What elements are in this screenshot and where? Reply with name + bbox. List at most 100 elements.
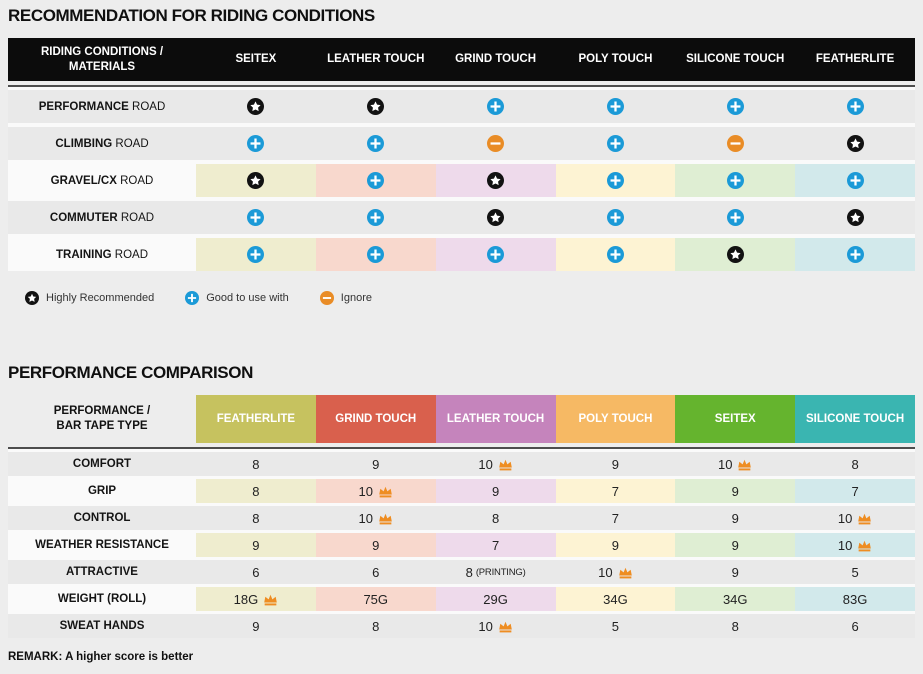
crown-icon <box>857 513 872 525</box>
score-value: 8 <box>465 564 473 580</box>
legend-item: Good to use with <box>185 291 289 305</box>
comparison-table-rows: COMFORT 8 9 10 9 10 8 GRIP 8 10 9 7 9 7 CONTROL 8 10 8 7 9 1… <box>8 449 915 638</box>
rating-cell <box>555 164 676 197</box>
score-cell: 9 <box>196 533 316 557</box>
riding-table: RIDING CONDITIONS / MATERIALS SEITEX LEAT… <box>8 38 915 271</box>
rating-cell <box>196 164 316 197</box>
score-cell: 18G <box>196 587 316 611</box>
star-icon <box>846 209 864 226</box>
score-value: 7 <box>611 483 620 499</box>
plus-icon <box>367 135 385 152</box>
row-label: GRAVEL/CX ROAD <box>8 164 196 197</box>
score-cell: 8 <box>196 479 316 503</box>
row-label: ATTRACTIVE <box>8 560 196 584</box>
legend-label: Ignore <box>340 292 372 304</box>
comparison-table-header: PERFORMANCE / BAR TAPE TYPE FEATHERLITE G… <box>8 395 915 443</box>
plus-icon <box>367 209 385 226</box>
score-value: 18G <box>233 591 259 607</box>
rating-cell <box>435 238 556 271</box>
table-row: GRIP 8 10 9 7 9 7 <box>8 479 915 503</box>
remark: REMARK: A higher score is better <box>8 651 194 663</box>
score-cell: 6 <box>196 560 316 584</box>
performance-section: PERFORMANCE COMPARISON PERFORMANCE / BAR… <box>8 363 915 663</box>
score-value: 10 <box>478 456 493 472</box>
score-cell: 34G <box>555 587 676 611</box>
score-value: 9 <box>252 618 260 634</box>
column-header: FEATHERLITE <box>815 53 895 66</box>
row-label: PERFORMANCE ROAD <box>8 90 196 123</box>
score-cell: 8 <box>196 452 316 476</box>
plus-icon <box>726 98 744 115</box>
plus-icon <box>606 246 624 263</box>
plus-icon <box>247 246 265 263</box>
rating-cell <box>675 238 796 271</box>
row-label: COMMUTER ROAD <box>8 201 196 234</box>
score-value: 5 <box>611 618 620 634</box>
score-value: 8 <box>252 456 260 472</box>
score-cell: 9 <box>315 533 436 557</box>
plus-icon <box>367 246 385 263</box>
table-row: COMMUTER ROAD <box>8 201 915 234</box>
header-separator <box>8 447 915 449</box>
rating-cell <box>555 90 676 123</box>
plus-icon <box>487 246 505 263</box>
column-header: SEITEX <box>675 395 796 443</box>
star-icon <box>247 98 265 115</box>
score-value: 8 <box>372 618 380 634</box>
score-value: 8 <box>731 618 739 634</box>
corner-header: PERFORMANCE / BAR TAPE TYPE <box>53 405 151 432</box>
score-cell: 7 <box>555 479 676 503</box>
rating-cell <box>315 90 436 123</box>
score-value: 6 <box>851 618 859 634</box>
row-label: GRIP <box>8 479 196 503</box>
recommendation-section: RECOMMENDATION FOR RIDING CONDITIONS RID… <box>8 6 915 305</box>
score-cell: 8 <box>435 506 556 530</box>
score-cell: 8 <box>196 506 316 530</box>
legend-item: Ignore <box>319 291 372 305</box>
rating-cell <box>675 201 796 234</box>
crown-icon <box>263 594 278 606</box>
score-cell: 6 <box>315 560 436 584</box>
rating-cell <box>675 127 796 160</box>
row-label: TRAINING ROAD <box>8 238 196 271</box>
score-cell: 10 <box>315 479 436 503</box>
score-cell: 8 <box>795 452 915 476</box>
legend-item: Highly Recommended <box>25 291 154 305</box>
crown-icon <box>378 486 393 498</box>
star-icon <box>487 172 505 189</box>
minus-icon <box>487 135 505 152</box>
score-value: 7 <box>851 483 859 499</box>
table-row: WEIGHT (ROLL) 18G 75G 29G 34G 34G 83G <box>8 587 915 611</box>
rating-cell <box>315 238 436 271</box>
score-cell: 8 <box>675 614 796 638</box>
score-value: 10 <box>358 483 373 499</box>
score-value: 9 <box>731 510 739 526</box>
riding-table-rows: PERFORMANCE ROAD CLIMBING ROAD GRAVEL/CX R… <box>8 87 915 271</box>
rating-cell <box>315 201 436 234</box>
score-value: 9 <box>372 456 380 472</box>
score-cell: 7 <box>435 533 556 557</box>
score-cell: 10 <box>795 533 915 557</box>
plus-icon <box>247 135 265 152</box>
score-value: 10 <box>837 510 853 526</box>
row-label: SWEAT HANDS <box>8 614 196 638</box>
plus-icon <box>726 209 744 226</box>
table-row: CONTROL 8 10 8 7 9 10 <box>8 506 915 530</box>
rating-cell <box>435 201 556 234</box>
rating-cell <box>435 164 556 197</box>
plus-icon <box>846 172 864 189</box>
score-cell: 5 <box>795 560 915 584</box>
rating-cell <box>795 164 915 197</box>
score-value: 10 <box>358 510 373 526</box>
table-row: SWEAT HANDS 9 8 10 5 8 6 <box>8 614 915 638</box>
score-value: 6 <box>252 564 260 580</box>
plus-icon <box>846 246 864 263</box>
row-label: CLIMBING ROAD <box>8 127 196 160</box>
score-cell: 9 <box>555 533 676 557</box>
row-label: WEATHER RESISTANCE <box>8 533 196 557</box>
rating-cell <box>196 201 316 234</box>
rating-cell <box>315 127 436 160</box>
score-value: 9 <box>611 456 620 472</box>
plus-icon <box>606 98 624 115</box>
